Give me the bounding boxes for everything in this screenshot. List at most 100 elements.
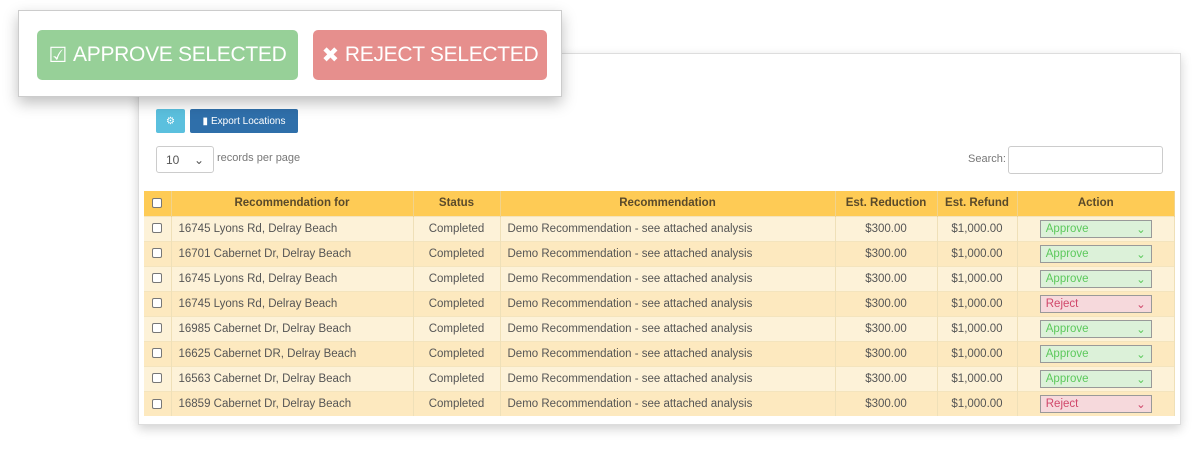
status-cell: Completed	[413, 315, 501, 341]
approve-selected-button[interactable]: ☑ APPROVE SELECTED	[37, 30, 298, 80]
export-locations-button[interactable]: ▮ Export Locations	[190, 109, 298, 133]
reduction-cell: $300.00	[835, 265, 938, 291]
select-all-checkbox[interactable]	[144, 191, 172, 216]
row-checkbox[interactable]	[144, 265, 172, 291]
action-select[interactable]: Approve ⌄	[1039, 319, 1152, 338]
action-select[interactable]: Approve ⌄	[1039, 369, 1152, 388]
recommendation-cell: Demo Recommendation - see attached analy…	[500, 215, 836, 241]
chevron-down-icon: ⌄	[1136, 323, 1146, 336]
table-row: 16985 Cabernet Dr, Delray Beach Complete…	[144, 315, 1175, 341]
row-checkbox[interactable]	[144, 240, 172, 266]
recommendation-cell: Demo Recommendation - see attached analy…	[500, 340, 836, 366]
chevron-down-icon: ⌄	[1136, 273, 1146, 286]
action-select[interactable]: Approve ⌄	[1039, 219, 1152, 238]
action-cell: Approve ⌄	[1017, 240, 1175, 266]
row-checkbox[interactable]	[144, 315, 172, 341]
address-cell: 16745 Lyons Rd, Delray Beach	[171, 265, 414, 291]
action-select[interactable]: Approve ⌄	[1039, 244, 1152, 263]
action-select[interactable]: Reject ⌄	[1039, 394, 1152, 413]
refund-cell: $1,000.00	[937, 290, 1018, 316]
status-cell: Completed	[413, 390, 501, 416]
table-row: 16563 Cabernet Dr, Delray Beach Complete…	[144, 365, 1175, 391]
row-checkbox[interactable]	[144, 340, 172, 366]
chevron-down-icon: ⌄	[1136, 298, 1146, 311]
address-cell: 16701 Cabernet Dr, Delray Beach	[171, 240, 414, 266]
status-cell: Completed	[413, 215, 501, 241]
reduction-cell: $300.00	[835, 290, 938, 316]
recommendations-table: Recommendation for Status Recommendation…	[144, 191, 1175, 416]
address-cell: 16745 Lyons Rd, Delray Beach	[171, 290, 414, 316]
reject-selected-button[interactable]: ✖ REJECT SELECTED	[313, 30, 547, 80]
row-checkbox[interactable]	[144, 215, 172, 241]
refund-cell: $1,000.00	[937, 390, 1018, 416]
chevron-down-icon: ⌄	[1136, 248, 1146, 261]
recommendation-cell: Demo Recommendation - see attached analy…	[500, 240, 836, 266]
search-label: Search:	[968, 153, 1006, 165]
action-cell: Approve ⌄	[1017, 365, 1175, 391]
status-cell: Completed	[413, 240, 501, 266]
status-cell: Completed	[413, 340, 501, 366]
refund-cell: $1,000.00	[937, 315, 1018, 341]
recommendation-cell: Demo Recommendation - see attached analy…	[500, 290, 836, 316]
refund-cell: $1,000.00	[937, 340, 1018, 366]
recommendation-cell: Demo Recommendation - see attached analy…	[500, 390, 836, 416]
table-row: 16701 Cabernet Dr, Delray Beach Complete…	[144, 240, 1175, 266]
address-cell: 16745 Lyons Rd, Delray Beach	[171, 215, 414, 241]
action-cell: Approve ⌄	[1017, 340, 1175, 366]
action-cell: Approve ⌄	[1017, 215, 1175, 241]
settings-button[interactable]: ⚙	[156, 109, 185, 133]
search-input[interactable]	[1008, 146, 1163, 174]
row-checkbox[interactable]	[144, 290, 172, 316]
records-per-page-label: records per page	[217, 152, 301, 164]
header-action: Action	[1017, 191, 1175, 216]
refund-cell: $1,000.00	[937, 215, 1018, 241]
chevron-down-icon: ⌄	[1136, 398, 1146, 411]
address-cell: 16985 Cabernet Dr, Delray Beach	[171, 315, 414, 341]
action-select[interactable]: Approve ⌄	[1039, 344, 1152, 363]
row-checkbox[interactable]	[144, 390, 172, 416]
table-row: 16745 Lyons Rd, Delray Beach Completed D…	[144, 215, 1175, 241]
status-cell: Completed	[413, 265, 501, 291]
action-select[interactable]: Approve ⌄	[1039, 269, 1152, 288]
reduction-cell: $300.00	[835, 240, 938, 266]
header-recommendation-for[interactable]: Recommendation for	[171, 191, 414, 216]
header-recommendation[interactable]: Recommendation	[500, 191, 836, 216]
recommendation-cell: Demo Recommendation - see attached analy…	[500, 315, 836, 341]
address-cell: 16563 Cabernet Dr, Delray Beach	[171, 365, 414, 391]
action-cell: Approve ⌄	[1017, 315, 1175, 341]
refund-cell: $1,000.00	[937, 365, 1018, 391]
reduction-cell: $300.00	[835, 340, 938, 366]
table-row: 16745 Lyons Rd, Delray Beach Completed D…	[144, 290, 1175, 316]
status-cell: Completed	[413, 365, 501, 391]
chevron-down-icon: ⌄	[1136, 348, 1146, 361]
recommendations-panel: ⚙ ▮ Export Locations 10 ⌄ records per page…	[138, 53, 1181, 425]
chevron-down-icon: ⌄	[1136, 373, 1146, 386]
header-est-refund[interactable]: Est. Refund	[937, 191, 1018, 216]
gears-icon: ⚙	[166, 115, 175, 127]
action-cell: Reject ⌄	[1017, 390, 1175, 416]
records-per-page-select[interactable]: 10 ⌄	[156, 146, 214, 173]
header-est-reduction[interactable]: Est. Reduction	[835, 191, 938, 216]
refund-cell: $1,000.00	[937, 265, 1018, 291]
table-row: 16745 Lyons Rd, Delray Beach Completed D…	[144, 265, 1175, 291]
address-cell: 16859 Cabernet Dr, Delray Beach	[171, 390, 414, 416]
row-checkbox[interactable]	[144, 365, 172, 391]
chevron-down-icon: ⌄	[1136, 223, 1146, 236]
file-icon: ▮	[202, 115, 208, 127]
refund-cell: $1,000.00	[937, 240, 1018, 266]
reduction-cell: $300.00	[835, 215, 938, 241]
recommendation-cell: Demo Recommendation - see attached analy…	[500, 365, 836, 391]
recommendation-cell: Demo Recommendation - see attached analy…	[500, 265, 836, 291]
action-cell: Approve ⌄	[1017, 265, 1175, 291]
reduction-cell: $300.00	[835, 315, 938, 341]
reduction-cell: $300.00	[835, 390, 938, 416]
address-cell: 16625 Cabernet DR, Delray Beach	[171, 340, 414, 366]
header-status[interactable]: Status	[413, 191, 501, 216]
checkbox-check-icon: ☑	[48, 43, 68, 67]
action-cell: Reject ⌄	[1017, 290, 1175, 316]
table-row: 16625 Cabernet DR, Delray Beach Complete…	[144, 340, 1175, 366]
action-select[interactable]: Reject ⌄	[1039, 294, 1152, 313]
reduction-cell: $300.00	[835, 365, 938, 391]
table-row: 16859 Cabernet Dr, Delray Beach Complete…	[144, 390, 1175, 416]
chevron-down-icon: ⌄	[193, 153, 204, 167]
